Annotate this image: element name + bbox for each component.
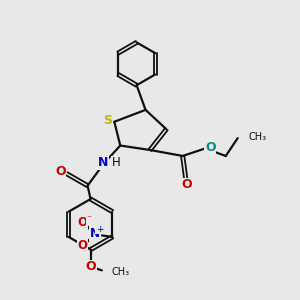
Text: O: O bbox=[205, 141, 216, 154]
Text: O: O bbox=[182, 178, 193, 191]
Text: O: O bbox=[78, 216, 88, 229]
Text: N: N bbox=[98, 156, 109, 169]
Text: CH₃: CH₃ bbox=[111, 267, 130, 277]
Text: S: S bbox=[103, 114, 112, 127]
Text: O: O bbox=[86, 260, 97, 273]
Text: O: O bbox=[78, 239, 88, 252]
Text: CH₃: CH₃ bbox=[249, 132, 267, 142]
Text: ⁻: ⁻ bbox=[86, 214, 91, 224]
Text: +: + bbox=[96, 225, 103, 234]
Text: O: O bbox=[55, 165, 66, 178]
Text: H: H bbox=[112, 156, 121, 169]
Text: N: N bbox=[90, 227, 100, 240]
